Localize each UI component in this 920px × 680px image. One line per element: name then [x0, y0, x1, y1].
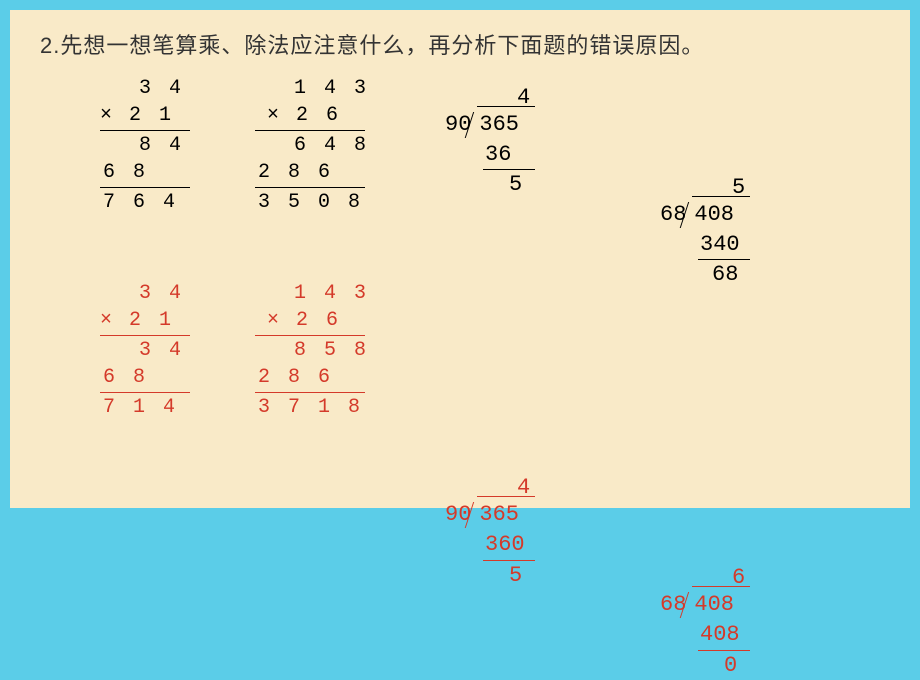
div-408-68-correct: 6 68408 408 0 — [660, 590, 920, 680]
div-365-90-correct: 4 90365 360 5 — [445, 500, 920, 590]
question-title: 2.先想一想笔算乘、除法应注意什么，再分析下面题的错误原因。 — [40, 28, 880, 60]
div-365-90-wrong: 4 90365 36 5 — [445, 110, 920, 200]
div-408-68-wrong: 5 68408 340 68 — [660, 200, 920, 290]
mult-34x21-correct: 3 4 × 2 1 3 4 6 8 7 1 4 — [100, 280, 190, 421]
mult-143x26-correct: 1 4 3 × 2 6 8 5 8 2 8 6 3 7 1 8 — [255, 280, 369, 421]
mult-34x21-wrong: 3 4 × 2 1 8 4 6 8 7 6 4 — [100, 75, 190, 216]
mult-143x26-wrong: 1 4 3 × 2 6 6 4 8 2 8 6 3 5 0 8 — [255, 75, 369, 216]
problems-area: 3 4 × 2 1 8 4 6 8 7 6 4 1 4 3 × 2 6 6 4 … — [40, 75, 880, 495]
slide-page: 2.先想一想笔算乘、除法应注意什么，再分析下面题的错误原因。 3 4 × 2 1… — [10, 10, 910, 508]
